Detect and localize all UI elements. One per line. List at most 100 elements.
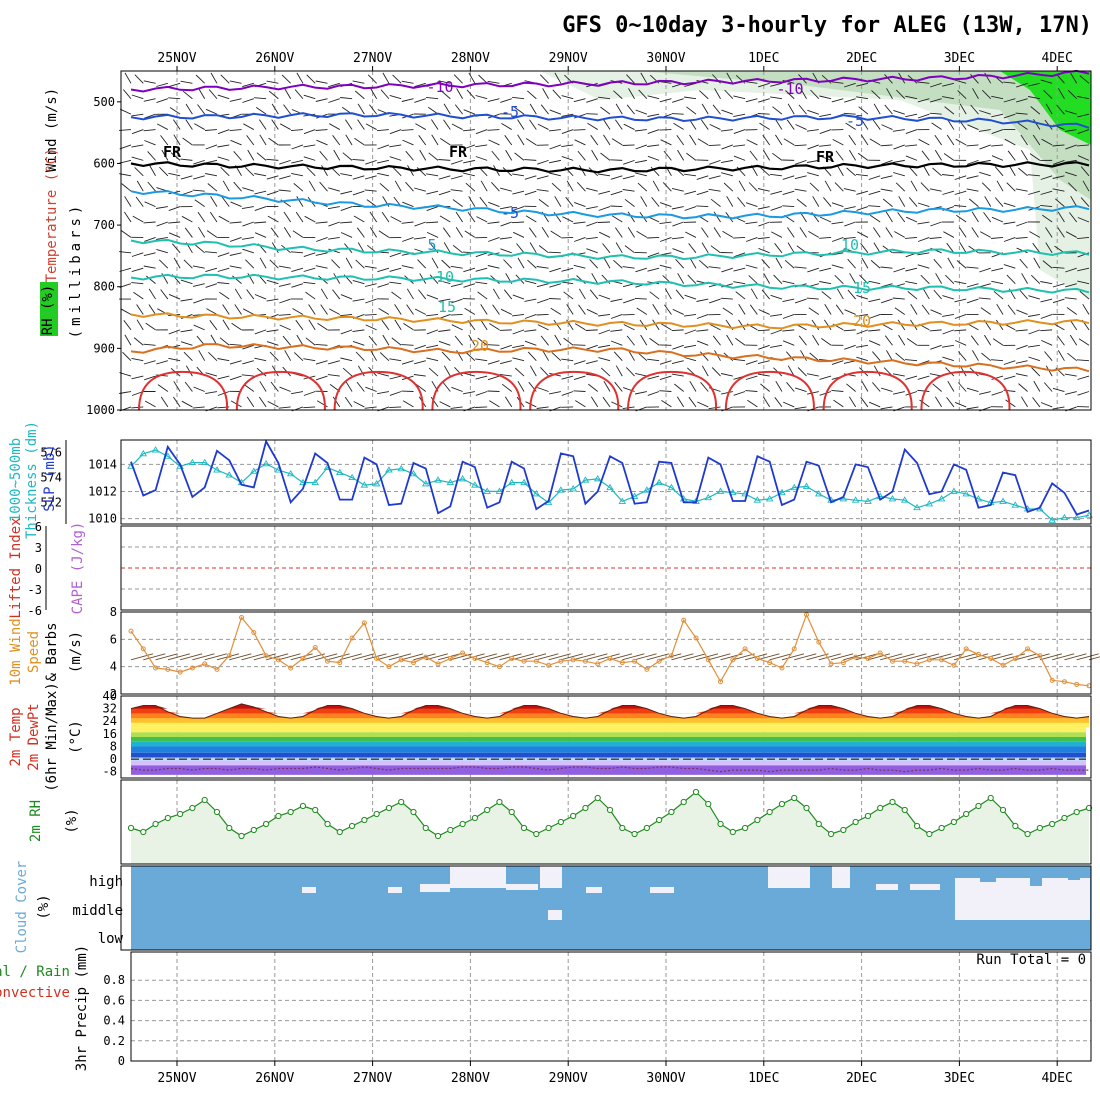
rh-point [607, 807, 612, 812]
rh-point [141, 829, 146, 834]
p2-rtick: 1014 [88, 457, 117, 471]
rh-point [620, 825, 625, 830]
contour-label: 10 [436, 268, 454, 286]
date-label-bottom: 29NOV [549, 1071, 588, 1086]
cloud-gap [302, 887, 316, 893]
cloud-gap [420, 884, 450, 892]
contour-label: 5 [427, 236, 436, 254]
p7-label-1: Cloud Cover [14, 861, 30, 954]
rh-point [1050, 821, 1055, 826]
temp-band [131, 728, 1086, 733]
rh-point [890, 799, 895, 804]
contour-label: -5 [501, 103, 519, 121]
wind-barb [586, 330, 598, 331]
p1-label-rh: RH (%) [40, 285, 56, 336]
date-label-top: 3DEC [944, 51, 975, 66]
wind-barb [610, 206, 622, 207]
rh-point [190, 805, 195, 810]
rh-point [644, 825, 649, 830]
rh-point [878, 805, 883, 810]
wind-barb [488, 391, 500, 392]
date-label-bottom: 3DEC [944, 1071, 975, 1086]
cloud-gap [540, 866, 562, 888]
p1-ytick-label: 800 [93, 280, 115, 294]
rh-point [755, 817, 760, 822]
temp-band [131, 761, 1086, 766]
rh-point [497, 799, 502, 804]
temp-band [131, 765, 1086, 774]
rh-point [546, 825, 551, 830]
rh-point [423, 825, 428, 830]
p8-tick: 0 [118, 1054, 125, 1068]
contour-label: -10 [426, 78, 453, 96]
p4-tick: 8 [110, 605, 117, 619]
rh-point [374, 811, 379, 816]
rh-point [669, 809, 674, 814]
rh-point [472, 815, 477, 820]
p5-label-2: 2m DewPt [26, 703, 42, 770]
p5-label-1: 2m Temp [8, 707, 24, 766]
p8-run-total: Run Total = 0 [976, 952, 1086, 968]
wind-barb [623, 145, 635, 146]
cloud-gap [955, 890, 1090, 920]
rh-point [1025, 831, 1030, 836]
cloud-cover-panel [121, 866, 1091, 950]
p7-row-middle: middle [72, 903, 123, 919]
date-label-bottom: 1DEC [748, 1071, 779, 1086]
rh-point [767, 809, 772, 814]
contour-label: 15 [853, 279, 871, 297]
p7-row-low: low [98, 931, 124, 947]
p3-label-li: Lifted Index [8, 517, 24, 618]
wind-barb [549, 299, 561, 300]
rh-point [595, 795, 600, 800]
rh-point [865, 813, 870, 818]
rh-point [693, 789, 698, 794]
wind-barb [647, 237, 659, 238]
p1-ytick-label: 700 [93, 218, 115, 232]
rh-point [460, 821, 465, 826]
rh-point [202, 797, 207, 802]
cloud-gap [768, 866, 810, 888]
p8-label-3: 3hr Precip (mm) [74, 945, 90, 1071]
contour-label: -5 [501, 204, 519, 222]
contour-label: 20 [471, 337, 489, 355]
rh-point [534, 831, 539, 836]
rh-point [239, 833, 244, 838]
temp-band [131, 742, 1086, 747]
rh-point [325, 821, 330, 826]
rh-point [939, 825, 944, 830]
p1-label-temp: Temperature (°C) [44, 148, 60, 283]
p8-tick: 0.8 [103, 973, 125, 987]
rh-point [902, 807, 907, 812]
p7-label-2: (%) [36, 894, 52, 919]
wind-barb [475, 407, 487, 408]
p1-ytick-label: 600 [93, 156, 115, 170]
rh-point [1037, 825, 1042, 830]
rh-point [976, 803, 981, 808]
cloud-gap [506, 884, 538, 890]
p3-tick: 3 [35, 541, 42, 555]
wind-barb [500, 330, 512, 331]
rh-point [841, 827, 846, 832]
p2-rtick: 1010 [88, 512, 117, 526]
rh-point [509, 809, 514, 814]
cloud-cell [816, 866, 828, 886]
contour-label: 20 [853, 312, 871, 330]
rh-point [349, 823, 354, 828]
contour-label: -5 [846, 112, 864, 130]
p3-tick: -3 [28, 583, 42, 597]
rh-point [914, 823, 919, 828]
rh-point [165, 815, 170, 820]
rh-point [251, 827, 256, 832]
date-label-top: 4DEC [1042, 51, 1073, 66]
date-label-top: 30NOV [646, 51, 685, 66]
p4-tick: 6 [110, 632, 117, 646]
rh-point [227, 825, 232, 830]
p1-ytick-label: 500 [93, 95, 115, 109]
p2-label-slp: SLP (mb) [42, 444, 58, 511]
p2-label-thick: 1000~500mb [8, 438, 24, 522]
date-label-bottom: 25NOV [157, 1071, 196, 1086]
cloud-gap [450, 866, 462, 888]
contour-label: FR [163, 143, 182, 161]
